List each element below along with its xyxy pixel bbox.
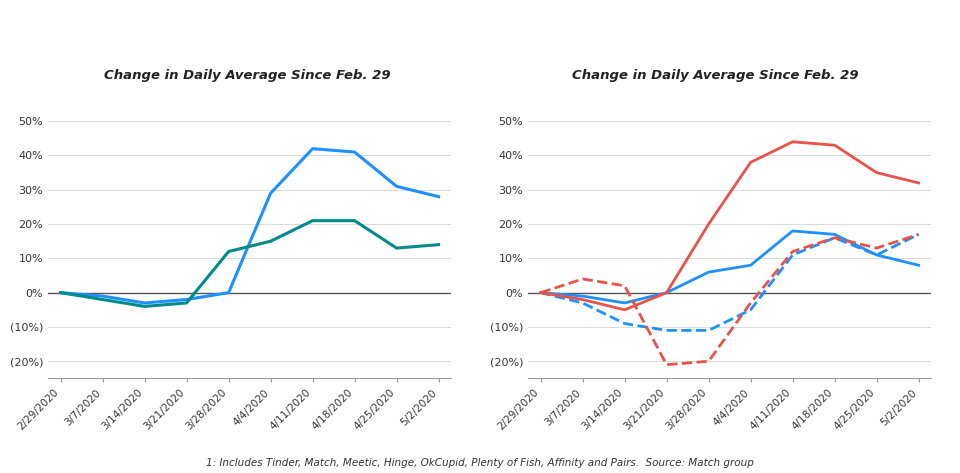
Text: Change in Daily Average Since Feb. 29: Change in Daily Average Since Feb. 29 (105, 69, 391, 81)
Text: Change in Daily Average Since Feb. 29: Change in Daily Average Since Feb. 29 (572, 69, 858, 81)
Text: Messages Sent (All Brands)¹: Messages Sent (All Brands)¹ (105, 35, 390, 53)
Text: Total Swipes™ (Tinder): Total Swipes™ (Tinder) (601, 35, 834, 53)
Text: 1: Includes Tinder, Match, Meetic, Hinge, OkCupid, Plenty of Fish, Affinity and : 1: Includes Tinder, Match, Meetic, Hinge… (206, 458, 754, 468)
